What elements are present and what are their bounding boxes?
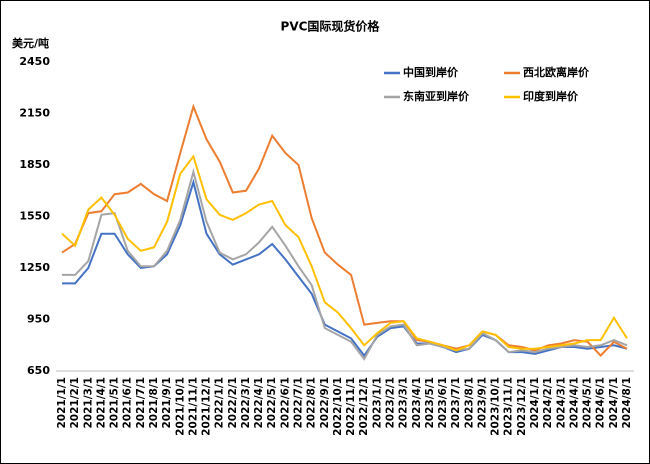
x-tick-label: 2021/3/1 xyxy=(82,377,94,429)
x-tick-label: 2021/8/1 xyxy=(148,377,160,429)
x-tick-label: 2021/10/1 xyxy=(174,377,186,436)
x-tick-label: 2022/6/1 xyxy=(279,377,291,429)
x-tick-label: 2023/7/1 xyxy=(450,377,462,429)
x-tick-label: 2024/4/1 xyxy=(568,377,580,429)
x-tick-label: 2022/10/1 xyxy=(332,377,344,436)
x-tick-label: 2023/5/1 xyxy=(424,377,436,429)
legend-label: 印度到岸价 xyxy=(523,89,579,103)
y-tick-label: 2450 xyxy=(19,55,50,68)
x-tick-label: 2023/2/1 xyxy=(384,377,396,429)
x-tick-label: 2024/8/1 xyxy=(621,377,633,429)
series-line xyxy=(61,103,628,358)
x-tick-label: 2022/4/1 xyxy=(253,377,265,429)
x-tick-label: 2021/5/1 xyxy=(109,377,121,429)
chart-title: PVC国际现货价格 xyxy=(281,19,381,34)
x-tick-label: 2021/4/1 xyxy=(95,377,107,429)
series-line xyxy=(61,154,628,352)
x-tick-label: 2024/1/1 xyxy=(529,377,541,429)
x-tick-label: 2023/9/1 xyxy=(476,377,488,429)
series-line xyxy=(62,168,628,361)
x-tick-label: 2024/2/1 xyxy=(542,377,554,429)
x-tick-label: 2021/1/1 xyxy=(56,377,68,429)
x-tick-label: 2022/12/1 xyxy=(358,377,370,436)
y-tick-label: 1550 xyxy=(19,210,50,223)
x-tick-label: 2022/11/1 xyxy=(345,377,357,436)
x-tick-label: 2022/1/1 xyxy=(214,377,226,429)
x-tick-label: 2022/8/1 xyxy=(306,377,318,429)
x-tick-label: 2023/11/1 xyxy=(503,377,515,436)
x-tick-label: 2022/7/1 xyxy=(293,377,305,429)
x-tick-label: 2021/11/1 xyxy=(187,377,199,436)
x-tick-label: 2022/2/1 xyxy=(227,377,239,429)
x-tick-label: 2024/7/1 xyxy=(608,377,620,429)
x-tick-label: 2021/2/1 xyxy=(69,377,81,429)
x-tick-label: 2021/9/1 xyxy=(161,377,173,429)
x-tick-label: 2023/6/1 xyxy=(437,377,449,429)
x-tick-label: 2024/3/1 xyxy=(555,377,567,429)
y-tick-label: 1850 xyxy=(19,158,50,171)
x-tick-label: 2024/5/1 xyxy=(582,377,594,429)
x-tick-label: 2023/10/1 xyxy=(490,377,502,436)
x-tick-label: 2023/3/1 xyxy=(398,377,410,429)
x-tick-label: 2021/6/1 xyxy=(122,377,134,429)
legend-label: 西北欧离岸价 xyxy=(523,65,590,79)
x-tick-label: 2023/8/1 xyxy=(463,377,475,429)
y-tick-label: 950 xyxy=(27,313,50,326)
y-tick-label: 1250 xyxy=(19,261,50,274)
x-tick-label: 2022/9/1 xyxy=(319,377,331,429)
x-tick-label: 2022/5/1 xyxy=(266,377,278,429)
y-tick-label: 2150 xyxy=(19,107,50,120)
x-tick-label: 2021/12/1 xyxy=(201,377,213,436)
legend-label: 东南亚到岸价 xyxy=(403,89,470,103)
y-tick-label: 650 xyxy=(27,364,50,377)
x-tick-label: 2024/6/1 xyxy=(595,377,607,429)
y-axis-label: 美元/吨 xyxy=(12,36,49,50)
legend-label: 中国到岸价 xyxy=(403,65,459,79)
x-tick-label: 2022/3/1 xyxy=(240,377,252,429)
x-tick-label: 2023/1/1 xyxy=(371,377,383,429)
x-tick-label: 2023/4/1 xyxy=(411,377,423,429)
x-tick-label: 2021/7/1 xyxy=(135,377,147,429)
x-tick-label: 2023/12/1 xyxy=(516,377,528,436)
